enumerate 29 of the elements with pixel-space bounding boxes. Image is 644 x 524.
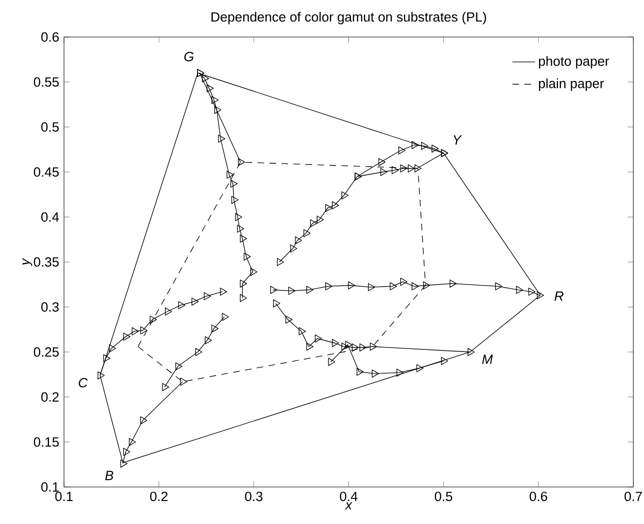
x-tick-label: 0.2 [150, 492, 168, 502]
y-tick-label: 0.45 [34, 167, 59, 177]
y-tick-label: 0.1 [41, 482, 59, 492]
x-axis-title: x [344, 502, 352, 510]
annotation: M [482, 354, 493, 364]
y-tick-label: 0.2 [41, 392, 59, 402]
legend-label: photo paper [538, 56, 610, 69]
x-tick-label: 0.6 [530, 492, 548, 502]
x-tick-label: 0.1 [55, 492, 73, 502]
chart-title: Dependence of color gamut on substrates (PL) [212, 12, 486, 24]
y-tick-label: 0.55 [34, 77, 59, 87]
y-tick-label: 0.35 [34, 257, 59, 267]
y-tick-label: 0.5 [41, 122, 59, 132]
x-tick-label: 0.3 [245, 492, 262, 502]
y-tick-label: 0.6 [41, 32, 59, 42]
annotation: G [184, 52, 194, 62]
y-axis-title: y [22, 258, 32, 266]
annotation: R [554, 292, 564, 301]
y-tick-label: 0.4 [41, 212, 59, 222]
x-tick-label: 0.4 [340, 492, 358, 502]
annotation: C [78, 378, 88, 388]
x-tick-label: 0.5 [434, 492, 452, 502]
legend-label: plain paper [538, 78, 604, 91]
y-tick-label: 0.15 [34, 437, 59, 447]
y-tick-label: 0.3 [41, 302, 59, 312]
y-tick-label: 0.25 [34, 347, 59, 357]
annotation: B [105, 470, 114, 480]
x-tick-label: 0.7 [624, 492, 642, 502]
annotation: Y [454, 135, 462, 144]
